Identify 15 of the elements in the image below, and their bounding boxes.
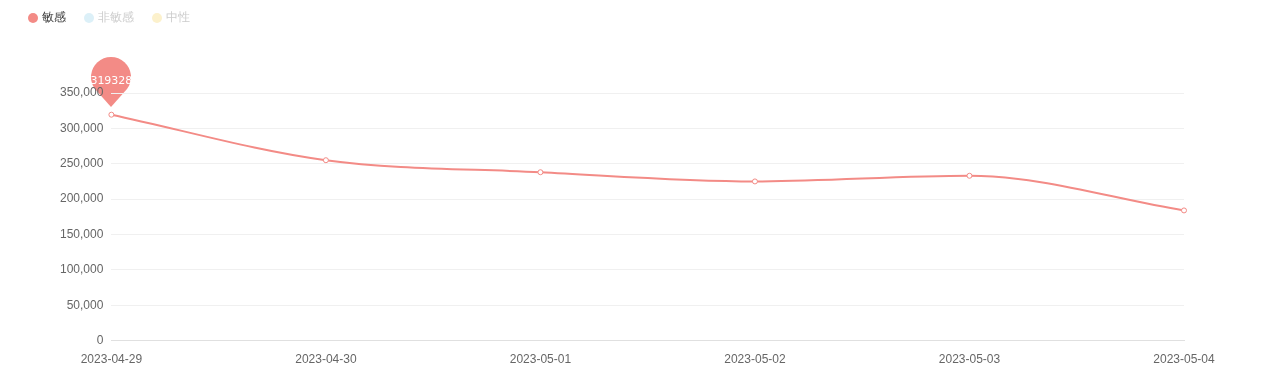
legend-label: 敏感	[42, 9, 66, 26]
x-tick-label: 2023-04-29	[80, 352, 143, 367]
x-tick-label: 2023-05-02	[724, 352, 786, 367]
x-tick-label: 2023-05-04	[1153, 352, 1216, 367]
y-tick-label: 50,000	[66, 297, 104, 312]
y-tick-label: 0	[96, 332, 104, 347]
annotation: 319328	[90, 73, 133, 87]
y-tick-label: 100,000	[59, 262, 104, 277]
x-tick-label: 2023-05-01	[509, 352, 572, 367]
x-tick-label: 2023-04-30	[295, 352, 357, 367]
y-tick-label: 300,000	[59, 120, 104, 135]
y-tick-label: 150,000	[59, 226, 104, 241]
y-tick-label: 250,000	[59, 156, 104, 171]
y-tick-label: 200,000	[59, 191, 104, 206]
x-tick-label: 2023-05-03	[938, 352, 1001, 367]
